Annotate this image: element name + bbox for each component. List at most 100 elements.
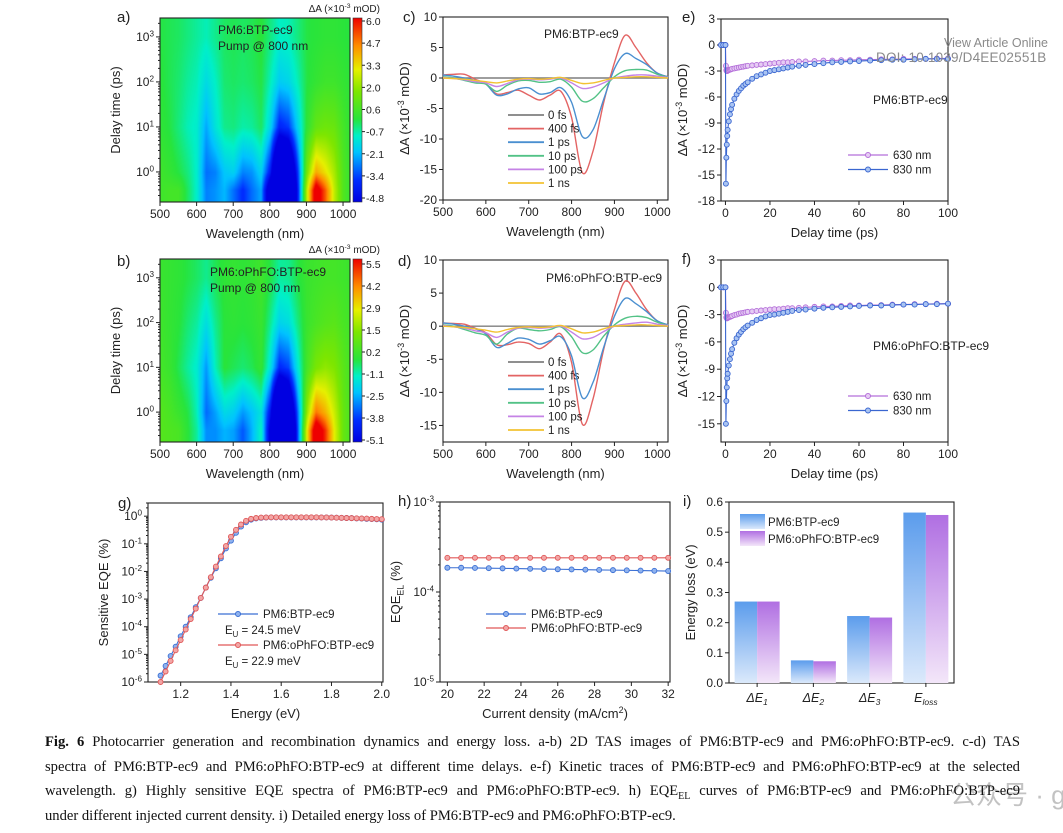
data-point xyxy=(541,554,547,561)
y-tick-label: -9 xyxy=(704,116,715,130)
data-point xyxy=(933,55,940,62)
data-point xyxy=(795,62,802,69)
x-tick-label: 100 xyxy=(938,447,958,461)
data-point xyxy=(343,515,350,521)
x-tick-label: 1.4 xyxy=(223,687,240,701)
data-point xyxy=(744,79,751,86)
view-article-online-link[interactable]: View Article Online xyxy=(944,36,1048,50)
legend-label: PM6:oPhFO:BTP-ec9 xyxy=(531,623,642,635)
colorbar-tick-label: 5.5 xyxy=(366,259,381,271)
caption-segment: PhFO:BTP-ec9 at different time delays. e… xyxy=(274,758,825,775)
x-tick-label: 0 xyxy=(722,447,729,461)
data-point xyxy=(368,515,375,522)
data-point xyxy=(187,616,194,622)
legend-marker xyxy=(235,611,241,617)
legend-label: PM6:oPhFO:BTP-ec9 xyxy=(768,534,879,546)
x-axis-label: Delay time (ps) xyxy=(791,225,878,240)
data-point xyxy=(338,514,345,521)
data-point xyxy=(358,515,365,522)
data-point xyxy=(878,57,885,64)
x-tick-label: 1000 xyxy=(644,447,671,461)
panel-h: h) 20 22 24 26 28 30 32 10-5​ 10-4​ 10-3​ Current d… xyxy=(388,493,675,721)
data-point xyxy=(513,554,520,561)
panel-c: c) 500 600 700 800 900 1000 -20 -15 -10 -5 0 5 10 Wave… xyxy=(396,9,671,239)
colorbar xyxy=(352,258,363,443)
y-tick-label: 103​ xyxy=(136,270,154,285)
plot-annotation: PM6:BTP-ec9 xyxy=(544,27,619,41)
data-point xyxy=(838,58,845,65)
data-point xyxy=(333,514,340,521)
data-point xyxy=(293,514,300,521)
category-label: Eloss​ xyxy=(914,691,938,707)
plot-annotation: Pump @ 800 nm xyxy=(218,39,308,53)
plot-frame xyxy=(159,258,351,443)
legend-label: PM6:oPhFO:BTP-ec9 xyxy=(263,640,374,652)
wechat-watermark: 公众号 · gaibangfengyun xyxy=(950,780,1063,810)
data-point xyxy=(303,514,310,521)
x-tick-label: 500 xyxy=(150,207,170,221)
x-tick-label: 30 xyxy=(625,687,639,701)
x-tick-label: 900 xyxy=(604,447,624,461)
x-axis-label: Wavelength (nm) xyxy=(506,224,605,239)
y-tick-label: -12 xyxy=(698,142,716,156)
plot-frame xyxy=(720,259,949,443)
bar xyxy=(847,616,870,683)
data-point xyxy=(217,553,224,560)
y-axis-label: Delay time (ps) xyxy=(108,66,123,153)
data-point xyxy=(867,302,874,309)
legend-label: 630 nm xyxy=(893,391,931,403)
caption-segment: o xyxy=(519,783,527,799)
caption-segment: PhFO:BTP-ec9. xyxy=(582,807,676,824)
figure-caption: Fig. 6 Photocarrier generation and recom… xyxy=(45,730,1020,828)
legend-label: 10 ps xyxy=(548,398,576,410)
data-point xyxy=(724,133,731,139)
data-point xyxy=(288,514,295,521)
series-line-1-ns xyxy=(442,324,669,334)
legend-label: 400 fs xyxy=(548,371,580,383)
data-point xyxy=(192,605,199,612)
data-point xyxy=(541,566,547,572)
x-tick-label: 600 xyxy=(187,207,207,221)
data-point xyxy=(207,574,214,581)
caption-segment: Photocarrier generation and recombinatio… xyxy=(84,734,854,750)
data-point xyxy=(789,63,796,70)
legend-marker xyxy=(865,166,871,173)
y-tick-label: 5 xyxy=(430,41,437,55)
data-point xyxy=(749,75,756,82)
data-point xyxy=(811,61,818,68)
data-point xyxy=(172,647,179,654)
plot-frame xyxy=(439,501,671,683)
caption-segment: PhFO:BTP-ec9. h) EQE xyxy=(526,783,679,799)
y-tick-label: 0 xyxy=(708,38,715,52)
y-tick-label: 10 xyxy=(424,253,438,267)
plot-frame xyxy=(442,259,669,443)
colorbar-tick-label: 4.7 xyxy=(366,38,381,50)
caption-segment: under different injected current density… xyxy=(45,807,575,824)
y-tick-label: 10-3​ xyxy=(121,592,142,607)
data-point xyxy=(802,61,809,68)
series-line-10-ps xyxy=(442,315,669,355)
data-point xyxy=(202,584,209,591)
data-point xyxy=(328,514,335,521)
data-point xyxy=(513,565,520,572)
legend-label: PM6:BTP-ec9 xyxy=(263,609,335,621)
data-point xyxy=(933,301,940,308)
x-tick-label: 26 xyxy=(551,687,565,701)
y-axis-label: EQEEL​ (%) xyxy=(388,561,405,623)
data-point xyxy=(353,515,360,522)
plot-annotation: PM6:BTP-ec9 xyxy=(218,23,293,37)
data-point xyxy=(723,141,730,148)
data-point xyxy=(273,514,280,521)
y-tick-label: 0 xyxy=(430,71,437,85)
doi-link[interactable]: DOI: 10.1039/D4EE02551B xyxy=(876,50,1047,65)
panel-label: h) xyxy=(398,493,411,510)
data-point xyxy=(582,566,589,573)
x-tick-label: 500 xyxy=(433,447,453,461)
colorbar-tick-label: -2.5 xyxy=(366,391,384,403)
y-tick-label: 10-4​ xyxy=(121,619,142,634)
data-point xyxy=(177,637,184,643)
x-tick-label: 800 xyxy=(562,205,582,219)
y-axis-label: ΔA (×10-3​ mOD) xyxy=(396,305,412,398)
data-point xyxy=(722,42,729,48)
x-tick-label: 900 xyxy=(296,447,316,461)
